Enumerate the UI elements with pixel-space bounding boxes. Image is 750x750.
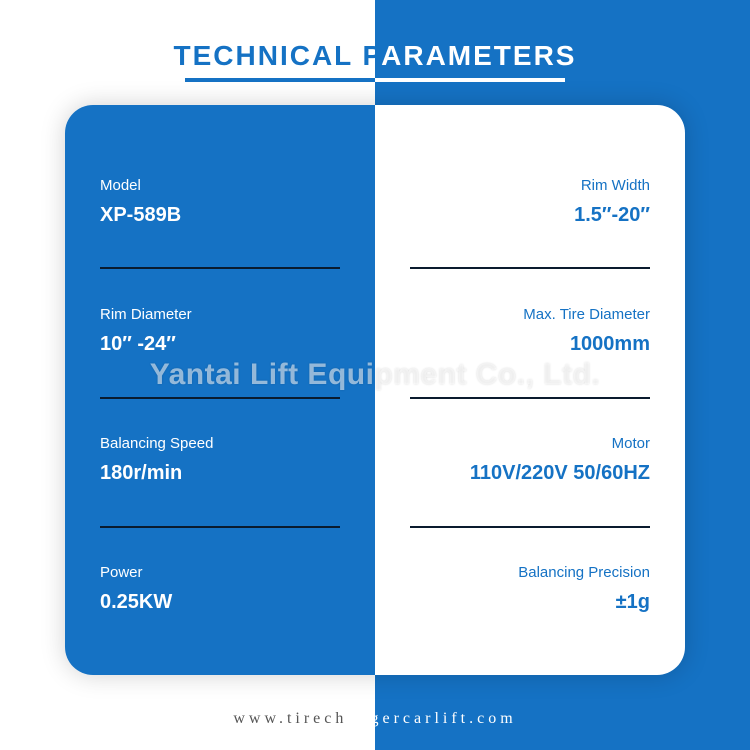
- param-row: Power 0.25KW: [100, 528, 340, 655]
- param-row: Balancing Precision ±1g: [410, 528, 650, 655]
- param-value: 180r/min: [100, 462, 340, 485]
- param-value: 1.5″-20″: [410, 204, 650, 227]
- title-underline: [185, 78, 565, 82]
- param-row: Motor 110V/220V 50/60HZ: [410, 399, 650, 528]
- card-left-column: Model XP-589B Rim Diameter 10″ -24″ Bala…: [65, 105, 375, 675]
- param-value: XP-589B: [100, 204, 340, 227]
- param-value: ±1g: [410, 591, 650, 614]
- title-section: TECHNICAL PARAMETERS: [0, 0, 750, 82]
- param-row: Balancing Speed 180r/min: [100, 399, 340, 528]
- title-left: TECHNICAL P: [174, 40, 382, 71]
- card-right-column: Rim Width 1.5″-20″ Max. Tire Diameter 10…: [375, 105, 685, 675]
- param-label: Max. Tire Diameter: [410, 306, 650, 323]
- param-row: Rim Diameter 10″ -24″: [100, 269, 340, 398]
- param-label: Rim Width: [410, 177, 650, 194]
- param-label: Rim Diameter: [100, 306, 340, 323]
- param-label: Model: [100, 177, 340, 194]
- page-title: TECHNICAL PARAMETERS: [174, 40, 577, 72]
- param-value: 0.25KW: [100, 591, 340, 614]
- title-right: ARAMETERS: [381, 40, 576, 71]
- param-value: 1000mm: [410, 333, 650, 356]
- param-label: Power: [100, 564, 340, 581]
- param-row: Model XP-589B: [100, 140, 340, 269]
- param-label: Balancing Precision: [410, 564, 650, 581]
- param-value: 10″ -24″: [100, 333, 340, 356]
- param-label: Balancing Speed: [100, 435, 340, 452]
- footer-url: www.tirechangercarlift.com: [0, 710, 750, 728]
- param-row: Max. Tire Diameter 1000mm: [410, 269, 650, 398]
- footer-right: angercarlift.com: [347, 710, 516, 727]
- param-row: Rim Width 1.5″-20″: [410, 140, 650, 269]
- parameters-card: Model XP-589B Rim Diameter 10″ -24″ Bala…: [65, 105, 685, 675]
- param-label: Motor: [410, 435, 650, 452]
- param-value: 110V/220V 50/60HZ: [410, 462, 650, 485]
- footer-left: www.tirech: [233, 710, 347, 727]
